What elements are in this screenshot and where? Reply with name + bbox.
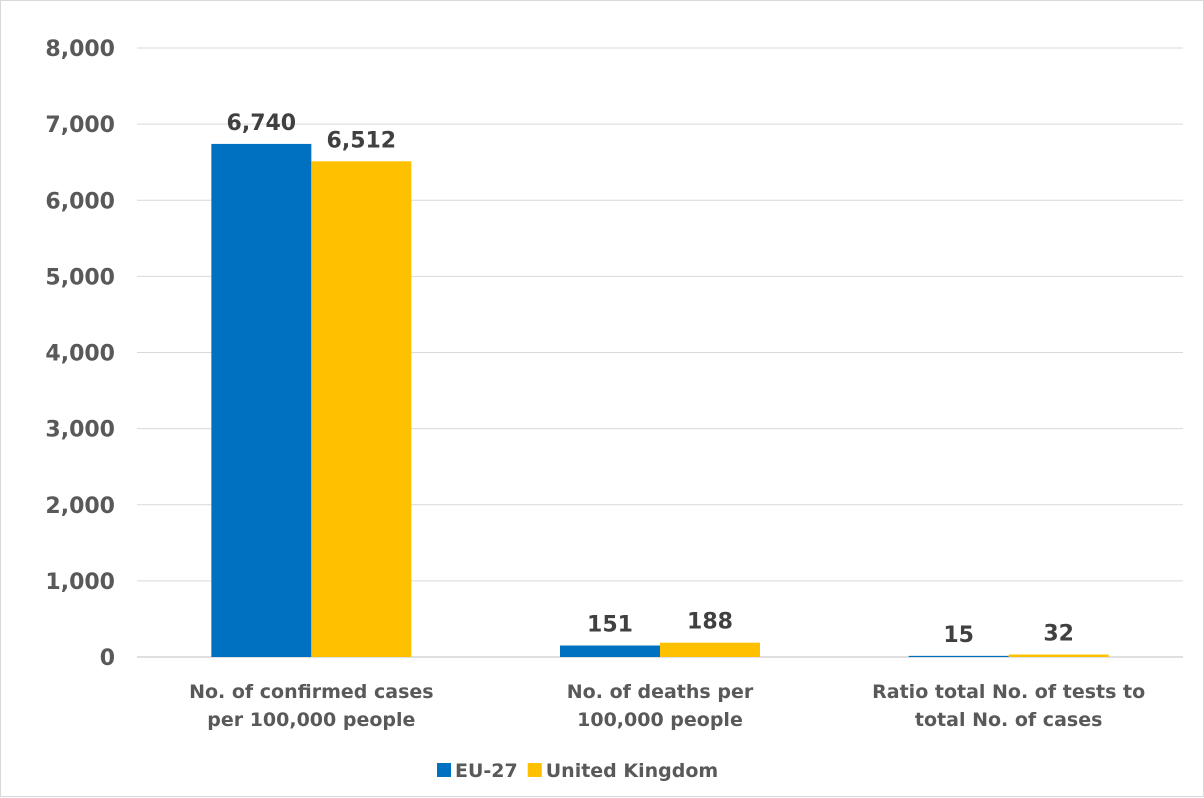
legend-swatch <box>527 763 542 777</box>
y-tick-label: 5,000 <box>45 265 115 290</box>
bar-united-kingdom <box>311 161 412 658</box>
y-tick-label: 0 <box>100 646 115 671</box>
legend-swatch <box>437 763 451 777</box>
y-tick-label: 7,000 <box>45 113 115 138</box>
bar-united-kingdom <box>1008 654 1109 657</box>
y-tick-label: 6,000 <box>45 189 115 214</box>
data-label: 188 <box>687 610 733 635</box>
data-label: 15 <box>943 623 974 648</box>
bar-eu-27 <box>908 655 1009 657</box>
y-axis: 0 1,000 2,000 3,000 4,000 5,000 6,000 7,000 8,00… <box>45 37 115 671</box>
y-tick-label: 1,000 <box>45 570 115 595</box>
data-label: 6,512 <box>327 128 397 153</box>
y-tick-label: 8,000 <box>45 37 115 62</box>
x-category-label: 100,000 people <box>577 709 743 731</box>
bar-united-kingdom <box>660 642 760 657</box>
legend-label: United Kingdom <box>546 760 718 782</box>
data-label: 151 <box>587 613 633 638</box>
legend: EU-27 United Kingdom <box>437 760 718 782</box>
y-tick-label: 4,000 <box>45 342 115 367</box>
bars <box>211 143 1109 658</box>
bar-eu-27 <box>211 143 312 658</box>
x-category-label: No. of confirmed cases <box>189 681 434 703</box>
x-category-label: Ratio total No. of tests to <box>872 681 1145 703</box>
y-tick-label: 2,000 <box>45 494 115 519</box>
y-tick-label: 3,000 <box>45 418 115 443</box>
data-labels: 6,740 6,512 151 188 15 32 <box>227 111 1074 648</box>
data-label: 6,740 <box>227 111 297 136</box>
x-category-label: total No. of cases <box>915 709 1102 731</box>
x-category-label: per 100,000 people <box>207 709 415 731</box>
x-axis: No. of confirmed cases per 100,000 people… <box>189 681 1145 731</box>
x-category-label: No. of deaths per <box>567 681 754 703</box>
bar-eu-27 <box>560 645 660 657</box>
data-label: 32 <box>1043 622 1074 647</box>
legend-label: EU-27 <box>455 760 518 782</box>
